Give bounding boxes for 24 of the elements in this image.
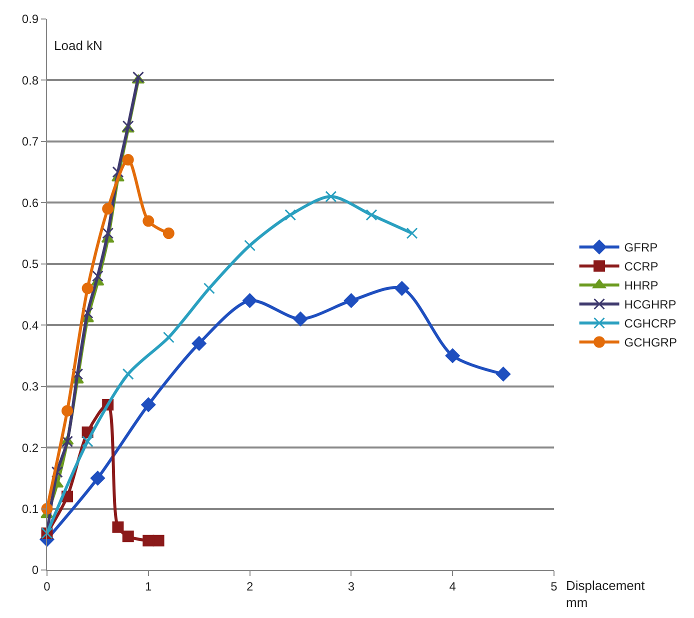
x-tick-label: 5 (550, 579, 558, 594)
x-tick-label: 3 (348, 579, 355, 594)
x-tick-label: 2 (246, 579, 254, 594)
y-tick-label: 0.7 (22, 134, 39, 149)
legend-label: HHRP (624, 278, 658, 293)
legend-label: GCHGRP (624, 336, 677, 350)
y-tick-label: 0.4 (22, 318, 39, 332)
y-tick-label: 0.5 (22, 257, 39, 272)
y-tick-label: 0.8 (22, 73, 39, 88)
y-tick-label: 0.6 (22, 196, 39, 210)
y-axis-title: Load kN (54, 38, 102, 53)
x-tick-label: 0 (44, 579, 51, 594)
y-tick-label: 0.1 (22, 502, 39, 516)
y-tick-label: 0.2 (22, 440, 39, 455)
x-tick-label: 1 (145, 579, 152, 594)
y-tick-label: 0.9 (22, 12, 39, 26)
x-tick-label: 4 (449, 579, 456, 594)
legend-label: CCRP (624, 260, 658, 274)
legend-label: HCGHRP (624, 298, 676, 312)
legend-label: GFRP (624, 240, 658, 255)
y-tick-label: 0 (32, 563, 39, 578)
x-axis-title: Displacement mm (566, 578, 646, 610)
legend-label: CGHCRP (624, 316, 676, 331)
y-tick-label: 0.3 (22, 380, 39, 394)
